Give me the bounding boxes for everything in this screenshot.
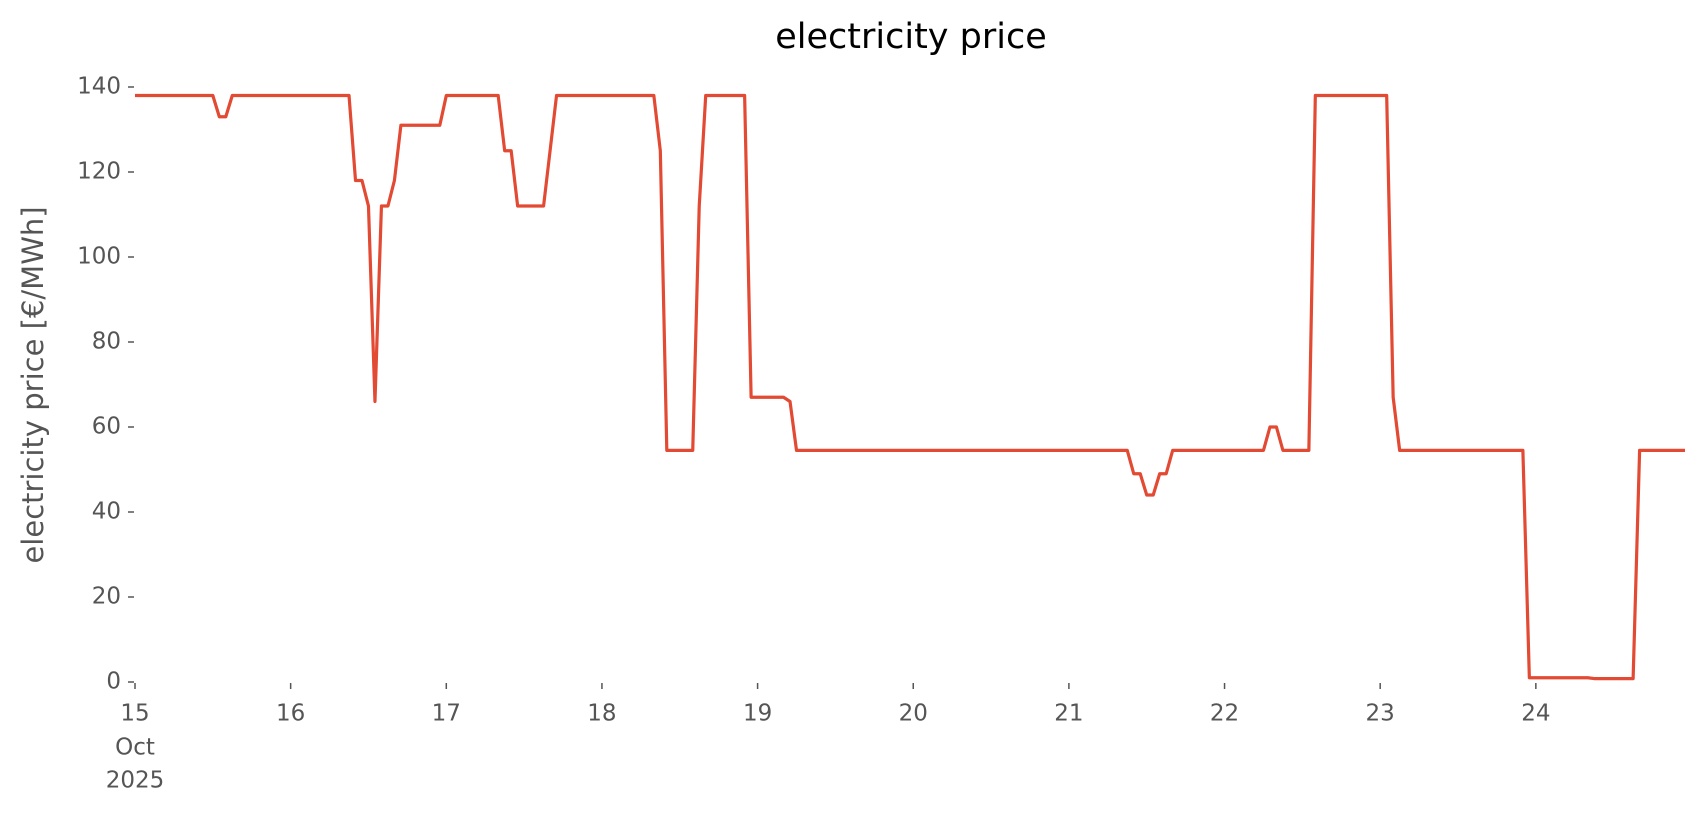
y-tick-label: 140 [77,74,121,100]
x-tick-label: 21 [1054,701,1083,727]
x-tick-label: 23 [1366,701,1395,727]
x-tick-year: 2025 [106,768,165,794]
y-tick-label: 0 [106,669,121,695]
chart-title: electricity price [775,17,1047,57]
y-tick-label: 40 [92,499,121,525]
y-tick-label: 80 [92,329,121,355]
x-tick-label: 20 [899,701,928,727]
x-tick-label: 17 [432,701,461,727]
x-tick-label: 24 [1521,701,1550,727]
y-axis-label: electricity price [€/MWh] [16,206,50,563]
x-tick-label: 15 [120,701,149,727]
y-tick-label: 100 [77,244,121,270]
y-tick-label: 120 [77,159,121,185]
x-tick-label: 22 [1210,701,1239,727]
price-line [135,93,1685,681]
y-tick-label: 20 [92,584,121,610]
x-tick-label: 16 [276,701,305,727]
x-tick-month: Oct [115,735,155,761]
x-tick-label: 18 [587,701,616,727]
y-tick-label: 60 [92,414,121,440]
x-tick-label: 19 [743,701,772,727]
